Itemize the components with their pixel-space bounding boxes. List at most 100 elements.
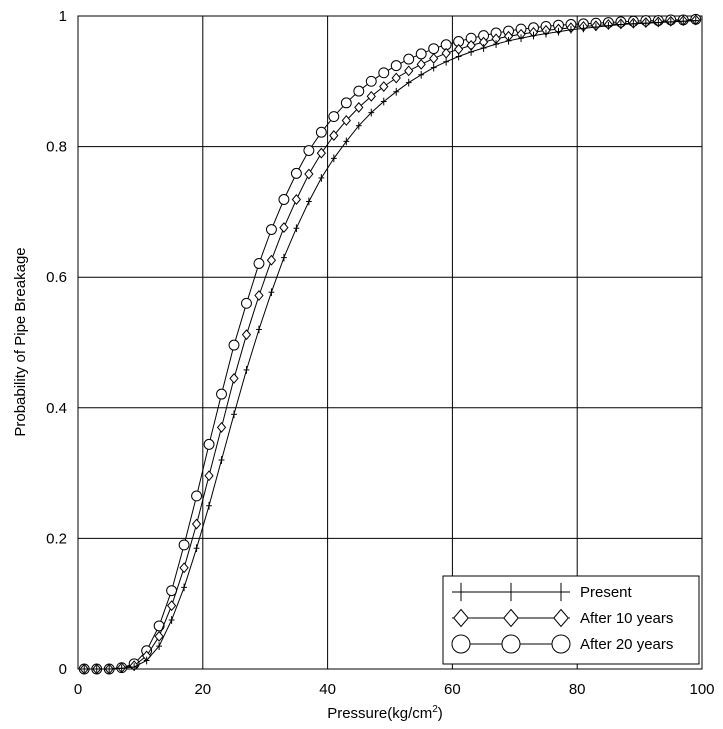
diamond-marker bbox=[229, 372, 239, 384]
circle-marker bbox=[203, 438, 215, 450]
circle-marker bbox=[153, 620, 165, 632]
plus-marker bbox=[93, 665, 100, 673]
x-axis-label: Pressure(kg/cm2) bbox=[327, 704, 443, 722]
circle-marker bbox=[403, 53, 415, 65]
plus-marker bbox=[106, 665, 113, 673]
diamond-marker bbox=[241, 329, 252, 341]
plus-marker bbox=[405, 78, 412, 87]
plus-marker bbox=[368, 108, 375, 117]
plus-marker bbox=[642, 19, 649, 28]
plus-marker bbox=[131, 663, 138, 671]
plus-marker bbox=[454, 582, 468, 602]
diamond-marker bbox=[329, 130, 339, 141]
circle-marker bbox=[378, 67, 390, 79]
plus-marker bbox=[480, 44, 487, 52]
series-line bbox=[84, 19, 696, 670]
y-tick-label: 0 bbox=[59, 661, 67, 678]
diamond-marker bbox=[304, 168, 314, 180]
circle-marker bbox=[241, 297, 252, 309]
plus-marker bbox=[655, 18, 662, 27]
plus-marker bbox=[568, 25, 574, 34]
plus-marker bbox=[143, 656, 150, 665]
plus-marker bbox=[206, 501, 212, 510]
plus-marker bbox=[318, 174, 325, 182]
plus-marker bbox=[156, 642, 163, 650]
x-tick-label: 0 bbox=[74, 681, 82, 698]
legend-entry: After 10 years bbox=[452, 608, 673, 628]
plus-marker bbox=[430, 63, 437, 72]
diamond-marker bbox=[279, 222, 289, 234]
plus-marker bbox=[530, 31, 537, 40]
diamond-marker bbox=[266, 254, 277, 266]
diamond-marker bbox=[404, 65, 414, 77]
diamond-marker bbox=[166, 600, 177, 612]
plus-marker bbox=[418, 70, 425, 79]
plus-marker bbox=[231, 410, 237, 419]
plus-marker bbox=[281, 253, 287, 262]
diamond-marker bbox=[291, 194, 302, 205]
plus-marker bbox=[605, 21, 612, 30]
legend-label: Present bbox=[580, 584, 633, 601]
plus-marker bbox=[355, 121, 362, 130]
diamond-marker bbox=[379, 81, 389, 92]
circle-marker bbox=[216, 388, 227, 400]
diamond-marker bbox=[441, 47, 451, 59]
legend-entry: After 20 years bbox=[451, 634, 673, 654]
diamond-marker bbox=[254, 290, 264, 301]
y-tick-label: 0.4 bbox=[46, 400, 67, 417]
circle-marker bbox=[353, 85, 365, 97]
diamond-marker bbox=[553, 608, 569, 628]
plus-marker bbox=[393, 87, 400, 96]
diamond-marker bbox=[204, 470, 214, 482]
diamond-marker bbox=[216, 421, 227, 433]
plus-marker bbox=[493, 40, 499, 48]
plus-marker bbox=[193, 544, 200, 553]
legend-label: After 10 years bbox=[580, 610, 673, 627]
circle-marker bbox=[551, 634, 571, 654]
series-line bbox=[84, 18, 696, 670]
plus-marker bbox=[455, 52, 462, 61]
plus-marker bbox=[256, 325, 262, 334]
circle-marker bbox=[328, 111, 340, 123]
plus-marker bbox=[330, 154, 337, 163]
diamond-marker bbox=[366, 90, 376, 102]
diamond-marker bbox=[154, 630, 164, 642]
circle-marker bbox=[451, 634, 471, 654]
circle-marker bbox=[228, 339, 240, 351]
x-tick-label: 80 bbox=[569, 681, 586, 698]
plus-marker bbox=[692, 16, 699, 25]
diamond-marker bbox=[191, 518, 202, 530]
circle-marker bbox=[415, 48, 427, 60]
grid bbox=[78, 16, 702, 669]
y-tick-label: 0.2 bbox=[46, 530, 67, 547]
diamond-marker bbox=[416, 58, 426, 70]
plus-marker bbox=[81, 665, 88, 673]
diamond-marker bbox=[179, 562, 189, 574]
y-tick-label: 0.8 bbox=[46, 139, 67, 156]
plus-marker bbox=[593, 23, 599, 31]
legend: Present After 10 years After 20 years bbox=[442, 575, 700, 665]
diamond-marker bbox=[316, 147, 326, 159]
circle-marker bbox=[303, 145, 315, 156]
x-tick-label: 60 bbox=[444, 681, 461, 698]
circle-marker bbox=[365, 75, 377, 87]
plus-marker bbox=[617, 20, 624, 29]
plus-marker bbox=[293, 224, 300, 233]
series-diamond bbox=[79, 14, 701, 675]
plus-marker bbox=[504, 582, 518, 602]
plus-marker bbox=[168, 616, 175, 624]
diamond-marker bbox=[341, 115, 351, 126]
plot-area-frame bbox=[77, 15, 703, 670]
plus-marker bbox=[118, 664, 125, 673]
circle-marker bbox=[290, 167, 302, 179]
tick-labels: 0 20 40 60 80 100 0 0.2 0.4 0.6 0.8 1 bbox=[46, 8, 714, 698]
plus-marker bbox=[243, 366, 250, 374]
circle-marker bbox=[278, 194, 290, 205]
legend-box bbox=[442, 575, 700, 665]
x-tick-label: 100 bbox=[689, 681, 714, 698]
y-tick-label: 1 bbox=[59, 8, 67, 25]
plus-marker bbox=[380, 97, 387, 106]
series-line bbox=[84, 20, 696, 670]
diamond-marker bbox=[503, 608, 519, 628]
